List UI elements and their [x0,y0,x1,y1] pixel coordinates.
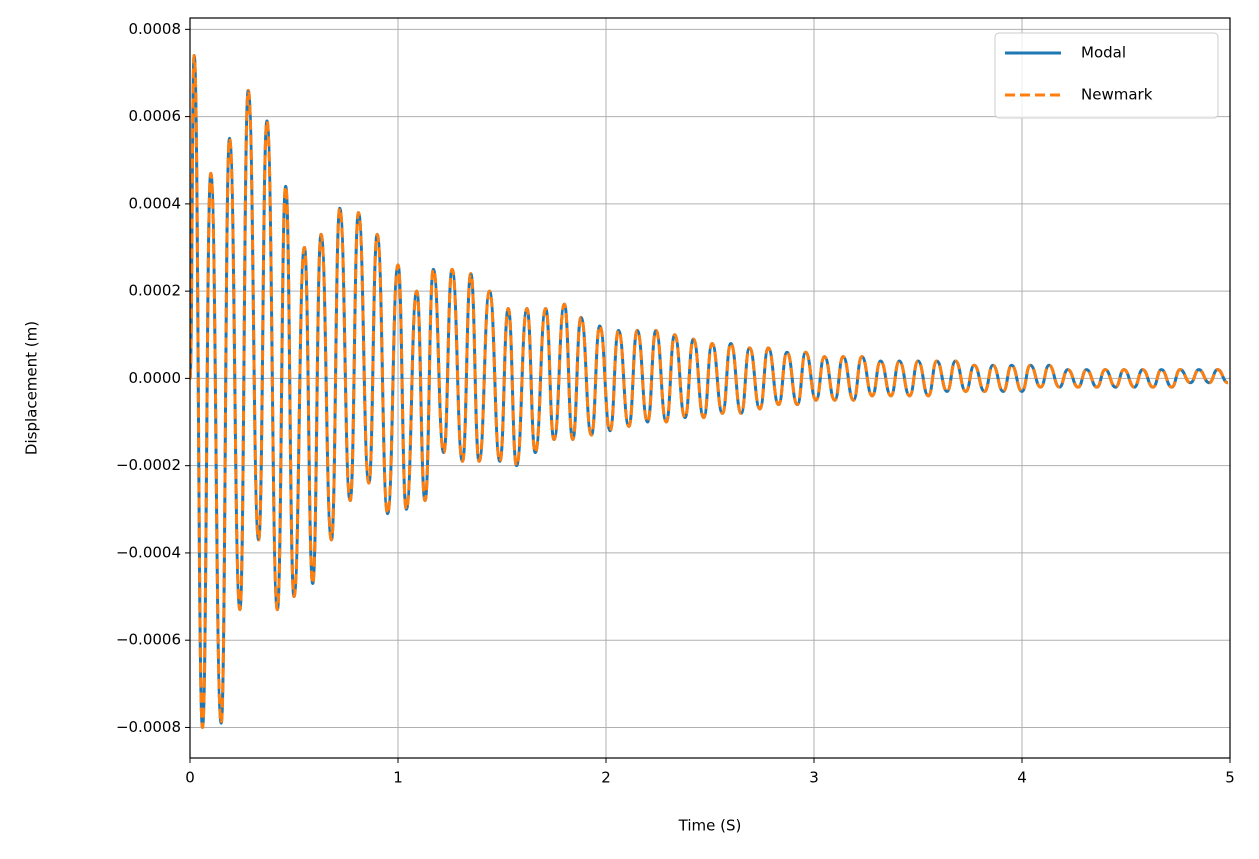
x-axis-label: Time (S) [678,817,742,835]
x-tick-label: 1 [393,769,403,787]
y-tick-label: −0.0008 [116,718,181,736]
legend-label: Newmark [1081,86,1153,104]
y-tick-label: 0.0004 [129,194,182,212]
legend-label: Modal [1081,44,1126,62]
x-tick-label: 5 [1225,769,1235,787]
x-tick-label: 2 [601,769,611,787]
x-tick-label: 4 [1017,769,1027,787]
y-axis-label: Displacement (m) [23,321,41,455]
series-line [190,54,1229,729]
y-tick-label: 0.0006 [129,107,182,125]
y-tick-label: −0.0004 [116,543,181,561]
plot-frame [189,17,1231,759]
y-tick-label: 0.0008 [129,20,182,38]
y-tick-label: −0.0006 [116,631,181,649]
x-tick-label: 3 [809,769,819,787]
legend: Modal Newmark [994,32,1219,119]
y-tick-label: 0.0002 [129,282,182,300]
y-tick-label: −0.0002 [116,456,181,474]
y-tick-label: 0.0000 [129,369,182,387]
series-line [190,54,1229,729]
x-tick-label: 0 [185,769,195,787]
